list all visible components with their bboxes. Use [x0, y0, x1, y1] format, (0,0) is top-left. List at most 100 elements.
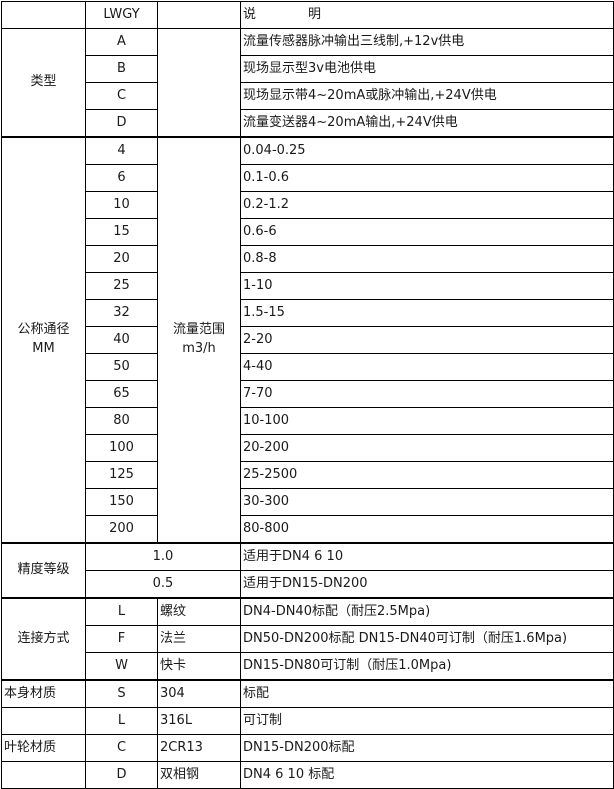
section-label-nominal-diameter: 公称通径 MM — [1, 136, 86, 544]
header-model-code: LWGY — [85, 1, 158, 29]
dn-code-2: 10 — [85, 191, 158, 219]
dn-desc-10: 10-100 — [240, 407, 614, 435]
accuracy-code-1: 0.5 — [85, 570, 241, 599]
table-row: 叶轮材质 C 2CR13 DN15-DN200标配 — [1, 734, 614, 762]
table-row: 0.5 适用于DN15-DN200 — [2, 570, 614, 599]
dn-desc-5: 1-10 — [240, 272, 614, 300]
dn-desc-11: 20-200 — [240, 434, 614, 462]
table-row: D 双相钢 DN4 6 10 标配 — [1, 761, 614, 789]
dn-desc-13: 30-300 — [240, 488, 614, 516]
accuracy-desc-0: 适用于DN4 6 10 — [240, 542, 614, 571]
section-label-type: 类型 — [1, 28, 86, 138]
dn-desc-14: 80-800 — [240, 515, 614, 544]
table-row: 15 0.6-6 — [2, 218, 614, 246]
dn-desc-7: 2-20 — [240, 326, 614, 354]
dn-code-1: 6 — [85, 164, 158, 192]
dn-desc-6: 1.5-15 — [240, 299, 614, 327]
impeller-material-desc-1: DN4 6 10 标配 — [240, 761, 614, 789]
dn-code-13: 150 — [85, 488, 158, 516]
dn-code-14: 200 — [85, 515, 158, 544]
table-row: 本身材质 S 304 标配 — [1, 679, 614, 708]
table-header-row: LWGY 说明 — [1, 1, 614, 29]
flow-range-label: 流量范围 m3/h — [157, 136, 241, 544]
table-row: 20 0.8-8 — [2, 245, 614, 273]
dn-code-4: 20 — [85, 245, 158, 273]
body-material-desc-0: 标配 — [240, 679, 614, 708]
type-desc-d: 流量变送器4~20mA输出,+24V供电 — [240, 109, 614, 138]
table-row: 10 0.2-1.2 — [2, 191, 614, 219]
impeller-material-mid-0: 2CR13 — [157, 734, 241, 762]
connection-desc-2: DN15-DN80可订制（耐压1.0Mpa) — [240, 652, 614, 681]
dn-desc-4: 0.8-8 — [240, 245, 614, 273]
table-row: 100 20-200 — [2, 434, 614, 462]
connection-mid-0: 螺纹 — [157, 597, 241, 626]
table-row: 精度等级 1.0 适用于DN4 6 10 — [1, 542, 614, 599]
dn-code-6: 32 — [85, 299, 158, 327]
connection-code-2: W — [85, 652, 158, 681]
header-description: 说明 — [240, 1, 614, 29]
connection-mid-2: 快卡 — [157, 652, 241, 681]
body-material-mid-1: 316L — [157, 707, 241, 735]
table-row: 25 1-10 — [2, 272, 614, 300]
dn-desc-12: 25-2500 — [240, 461, 614, 489]
table-row: 80 10-100 — [2, 407, 614, 435]
table-row: C 现场显示带4~20mA或脉冲输出,+24V供电 — [2, 82, 614, 110]
table-row: F 法兰 DN50-DN200标配 DN15-DN40可订制（耐压1.6Mpa) — [2, 625, 614, 653]
body-material-label-blank — [1, 707, 86, 735]
dn-desc-0: 0.04-0.25 — [240, 136, 614, 165]
table-row: 6 0.1-0.6 — [2, 164, 614, 192]
nominal-diameter-label-line1: 公称通径 — [17, 322, 70, 338]
section-label-body-material: 本身材质 — [1, 679, 86, 708]
nominal-diameter-label-line2: MM — [32, 341, 55, 356]
table-row: D 流量变送器4~20mA输出,+24V供电 — [2, 109, 614, 138]
flow-range-label-line1: 流量范围 — [172, 322, 225, 338]
table-row: 40 2-20 — [2, 326, 614, 354]
type-desc-c: 现场显示带4~20mA或脉冲输出,+24V供电 — [240, 82, 614, 110]
impeller-material-code-0: C — [85, 734, 158, 762]
body-material-code-1: L — [85, 707, 158, 735]
dn-code-8: 50 — [85, 353, 158, 381]
header-blank-middle — [157, 1, 241, 29]
dn-code-9: 65 — [85, 380, 158, 408]
table-row: 公称通径 MM 4 流量范围 m3/h 0.04-0.25 — [1, 136, 614, 544]
dn-code-5: 25 — [85, 272, 158, 300]
table-row: 50 4-40 — [2, 353, 614, 381]
impeller-material-code-1: D — [85, 761, 158, 789]
connection-code-1: F — [85, 625, 158, 653]
table-row: 125 25-2500 — [2, 461, 614, 489]
body-material-mid-0: 304 — [157, 679, 241, 708]
dn-code-11: 100 — [85, 434, 158, 462]
body-material-desc-1: 可订制 — [240, 707, 614, 735]
section-label-accuracy-grade: 精度等级 — [1, 542, 86, 599]
dn-desc-2: 0.2-1.2 — [240, 191, 614, 219]
flow-range-label-line2: m3/h — [182, 341, 216, 356]
dn-code-12: 125 — [85, 461, 158, 489]
impeller-material-desc-0: DN15-DN200标配 — [240, 734, 614, 762]
type-desc-a: 流量传感器脉冲输出三线制,+12v供电 — [240, 28, 614, 56]
body-material-code-0: S — [85, 679, 158, 708]
connection-code-0: L — [85, 597, 158, 626]
type-code-a: A — [85, 28, 158, 56]
table-row: 32 1.5-15 — [2, 299, 614, 327]
accuracy-code-0: 1.0 — [85, 542, 241, 571]
dn-code-10: 80 — [85, 407, 158, 435]
type-code-d: D — [85, 109, 158, 138]
section-label-connection-type: 连接方式 — [1, 597, 86, 681]
type-code-c: C — [85, 82, 158, 110]
table-row: 65 7-70 — [2, 380, 614, 408]
dn-desc-3: 0.6-6 — [240, 218, 614, 246]
header-blank-category — [1, 1, 86, 29]
table-row: W 快卡 DN15-DN80可订制（耐压1.0Mpa) — [2, 652, 614, 681]
type-middle-blank — [157, 28, 241, 138]
table-row: 连接方式 L 螺纹 DN4-DN40标配（耐压2.5Mpa) — [1, 597, 614, 681]
table-row: 150 30-300 — [2, 488, 614, 516]
dn-code-0: 4 — [85, 136, 158, 165]
table-row: 200 80-800 — [2, 515, 614, 544]
connection-desc-1: DN50-DN200标配 DN15-DN40可订制（耐压1.6Mpa) — [240, 625, 614, 653]
header-description-part1: 说 — [243, 6, 257, 22]
type-desc-b: 现场显示型3v电池供电 — [240, 55, 614, 83]
impeller-material-label-blank — [1, 761, 86, 789]
type-code-b: B — [85, 55, 158, 83]
table-row: 类型 A 流量传感器脉冲输出三线制,+12v供电 — [1, 28, 614, 138]
